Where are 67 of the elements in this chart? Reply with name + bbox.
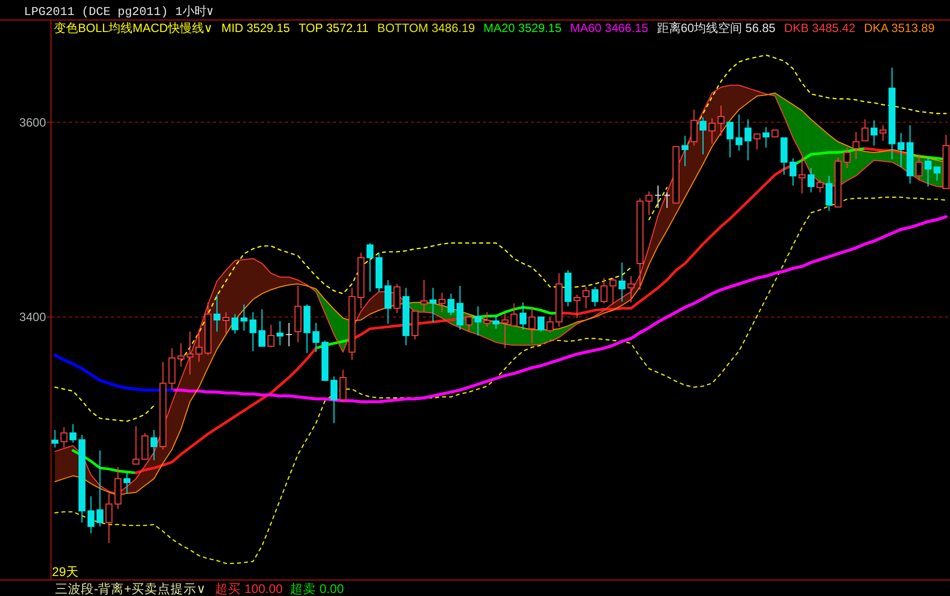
candlestick — [60, 426, 68, 448]
candlestick — [754, 133, 760, 150]
candlestick — [430, 287, 436, 322]
candlestick — [906, 124, 914, 184]
candlestick — [718, 105, 724, 136]
candlestick — [672, 146, 680, 204]
annotation: 29天 — [52, 565, 79, 579]
candlestick — [286, 322, 292, 347]
candlestick — [186, 331, 194, 376]
text: MA20 3529.15 — [484, 21, 562, 35]
text: DKA 3513.89 — [864, 21, 935, 35]
candlestick — [240, 304, 248, 332]
text: 超卖 0.00 — [290, 582, 344, 596]
candlestick — [214, 294, 220, 332]
text: TOP 3572.11 — [298, 21, 369, 35]
candlestick — [196, 329, 202, 362]
candlestick — [862, 118, 869, 142]
candlestick — [682, 135, 688, 167]
candlestick — [808, 168, 814, 193]
text: 超买 100.00 — [215, 582, 283, 596]
candlestick — [852, 132, 860, 160]
candlestick — [402, 287, 410, 346]
candlestick — [898, 132, 905, 168]
line-series — [53, 354, 174, 392]
legend-title: 变色BOLL均线MACD快慢线∨ — [54, 21, 213, 35]
candlestick — [258, 308, 266, 347]
candlestick — [294, 285, 302, 343]
candlestick — [78, 434, 86, 524]
candlestick — [87, 496, 94, 534]
candlestick — [276, 320, 284, 346]
candlestick — [178, 342, 184, 368]
candlestick — [726, 122, 734, 158]
candlestick — [132, 426, 140, 465]
candlestick — [880, 124, 887, 142]
text: MA60 3466.15 — [570, 21, 648, 35]
candlestick — [934, 166, 941, 182]
candlestick — [762, 126, 770, 148]
candlestick — [772, 130, 778, 138]
candlestick — [474, 306, 482, 336]
candlestick — [736, 114, 742, 152]
text: DKB 3485.42 — [784, 21, 856, 35]
text: BOTTOM 3486.19 — [377, 21, 476, 35]
candlestick — [744, 118, 752, 161]
candlestick — [780, 137, 788, 176]
candlestick — [250, 312, 256, 352]
candlestick — [150, 430, 158, 461]
candlestick — [384, 280, 392, 324]
candlestick — [628, 276, 634, 303]
candlestick — [312, 322, 320, 353]
annotation: 距离60均线空间 56.85 — [656, 21, 776, 35]
candlestick — [618, 262, 626, 302]
candlestick — [844, 147, 850, 169]
text: 三波段-背离+买卖点提示∨ — [55, 581, 206, 596]
candlestick — [870, 120, 878, 146]
y-tick-label: 3400 — [19, 310, 46, 324]
candlestick — [826, 175, 832, 212]
candlestick — [798, 156, 806, 194]
chart-title: LPG2011 (DCE pg2011) 1小时∨ — [24, 5, 214, 19]
candlestick — [502, 312, 508, 349]
y-tick-label: 3600 — [19, 115, 46, 130]
candlestick — [528, 306, 536, 344]
candlestick — [888, 67, 896, 160]
annotation: MID 3529.15 — [221, 21, 290, 35]
candlestick — [654, 185, 662, 208]
candlestick — [438, 292, 446, 313]
candlestick — [556, 272, 562, 328]
line-series — [170, 215, 948, 404]
